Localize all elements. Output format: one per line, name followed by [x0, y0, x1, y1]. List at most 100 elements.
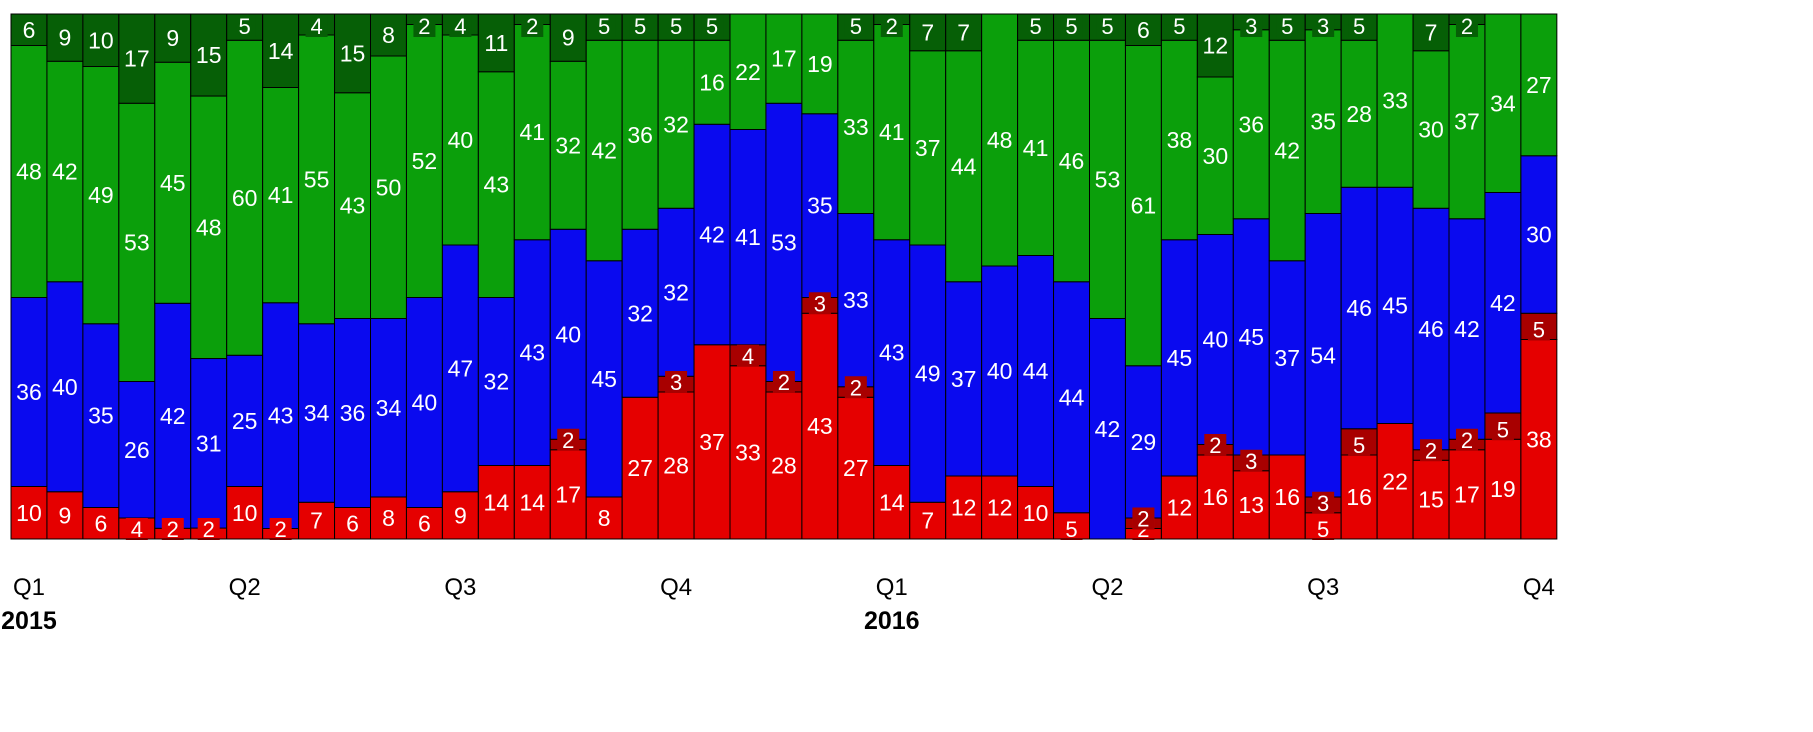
data-label: 41 [1023, 135, 1049, 161]
data-label: 45 [591, 366, 617, 392]
data-label: 2 [1209, 433, 1221, 458]
bar-segment-green [262, 87, 300, 304]
small-value-badge [305, 15, 328, 37]
data-label: 16 [1274, 484, 1300, 510]
data-label: 2 [1461, 428, 1473, 453]
data-label: 32 [555, 132, 581, 158]
small-value-badge [413, 15, 436, 37]
bar-segment-red [226, 486, 264, 540]
data-label: 49 [88, 182, 114, 208]
small-value-badge [1491, 418, 1514, 441]
data-label: 45 [1167, 345, 1193, 371]
data-label: 30 [1203, 143, 1229, 169]
data-label: 2 [1461, 14, 1473, 39]
small-value-badge [269, 518, 292, 540]
bar-segment-blue [1412, 207, 1450, 451]
bar-segment-dark-green [334, 13, 371, 94]
data-label: 2 [1137, 507, 1149, 532]
small-value-badge [701, 15, 724, 37]
data-label: 43 [807, 413, 833, 439]
data-label: 2 [778, 370, 790, 395]
small-value-badge [1240, 15, 1263, 37]
bar-segment-green [621, 39, 659, 230]
bar-segment-green [1053, 39, 1091, 283]
bar-segment-green [1376, 13, 1414, 188]
data-label: 34 [376, 395, 402, 421]
small-value-badge [1527, 318, 1550, 341]
data-label: 28 [1346, 101, 1372, 127]
bar-segment-green [1448, 24, 1486, 220]
data-label: 17 [771, 46, 797, 72]
bar-segment-dark-green [82, 13, 120, 67]
data-label: 48 [16, 159, 42, 185]
data-label: 43 [484, 172, 510, 198]
data-label: 16 [1346, 484, 1372, 510]
bar-segment-green [513, 24, 551, 241]
data-label: 17 [1454, 481, 1480, 507]
data-label: 5 [598, 14, 610, 39]
data-label: 12 [1203, 33, 1229, 59]
bar-segment-blue [82, 323, 120, 508]
data-label: 37 [915, 135, 941, 161]
bar-segment-green [549, 60, 587, 230]
bar-segment-green [1089, 39, 1126, 319]
data-label: 37 [1454, 109, 1480, 135]
data-label: 9 [166, 25, 179, 51]
data-label: 8 [382, 22, 395, 48]
data-label: 34 [304, 400, 330, 426]
data-label: 14 [484, 489, 510, 515]
data-label: 19 [1490, 476, 1516, 502]
bar-segment-blue [945, 281, 983, 477]
data-label: 5 [239, 14, 251, 39]
data-labels-layer: 1036486940429635491026531742459314815102… [16, 14, 1551, 542]
data-label: 12 [951, 495, 977, 521]
bar-segment-green [1340, 39, 1378, 188]
data-label: 15 [196, 42, 222, 68]
bar-segment-red [1448, 449, 1486, 540]
data-label: 53 [124, 229, 150, 255]
data-label: 12 [1167, 495, 1193, 521]
data-label: 36 [627, 122, 653, 148]
bar-segment-dark-green [945, 13, 983, 52]
bar-segment-dark-green [1124, 13, 1162, 46]
bar-segment-red [873, 465, 911, 540]
small-value-badge [1312, 491, 1335, 514]
small-value-badge [844, 376, 867, 399]
bar-segment-green [477, 71, 515, 298]
data-label: 8 [382, 505, 395, 531]
small-value-badge [1420, 439, 1443, 462]
data-label: 43 [879, 340, 905, 366]
bar-segment-blue [46, 281, 84, 493]
bar-segment-blue [405, 297, 443, 508]
data-label: 3 [1317, 491, 1329, 516]
data-label: 40 [412, 390, 438, 416]
data-label: 35 [807, 193, 833, 219]
data-label: 4 [454, 14, 466, 39]
data-label: 42 [1095, 416, 1121, 442]
bar-segment-blue [298, 323, 336, 503]
data-label: 4 [310, 14, 322, 39]
data-label: 28 [663, 453, 689, 479]
bar-segment-red [513, 465, 551, 540]
data-label: 53 [1095, 166, 1121, 192]
data-label: 41 [268, 182, 294, 208]
bar-segment-blue [621, 228, 659, 398]
data-label: 43 [340, 193, 366, 219]
data-label: 36 [16, 379, 42, 405]
bar-segment-red [621, 396, 659, 540]
bar-segment-green [1520, 13, 1558, 157]
data-label: 6 [346, 510, 359, 536]
small-value-badge [736, 344, 759, 367]
bar-segment-green [1232, 29, 1270, 220]
bar-segment-green [801, 13, 839, 115]
bar-segment-green [1412, 50, 1450, 209]
data-label: 37 [699, 429, 725, 455]
data-label: 22 [1382, 468, 1408, 494]
data-label: 2 [886, 14, 898, 39]
bar-segment-red [298, 501, 336, 540]
data-label: 32 [663, 279, 689, 305]
data-label: 41 [879, 119, 905, 145]
bar-segment-red [1017, 486, 1055, 540]
bar-segment-green [441, 34, 479, 246]
